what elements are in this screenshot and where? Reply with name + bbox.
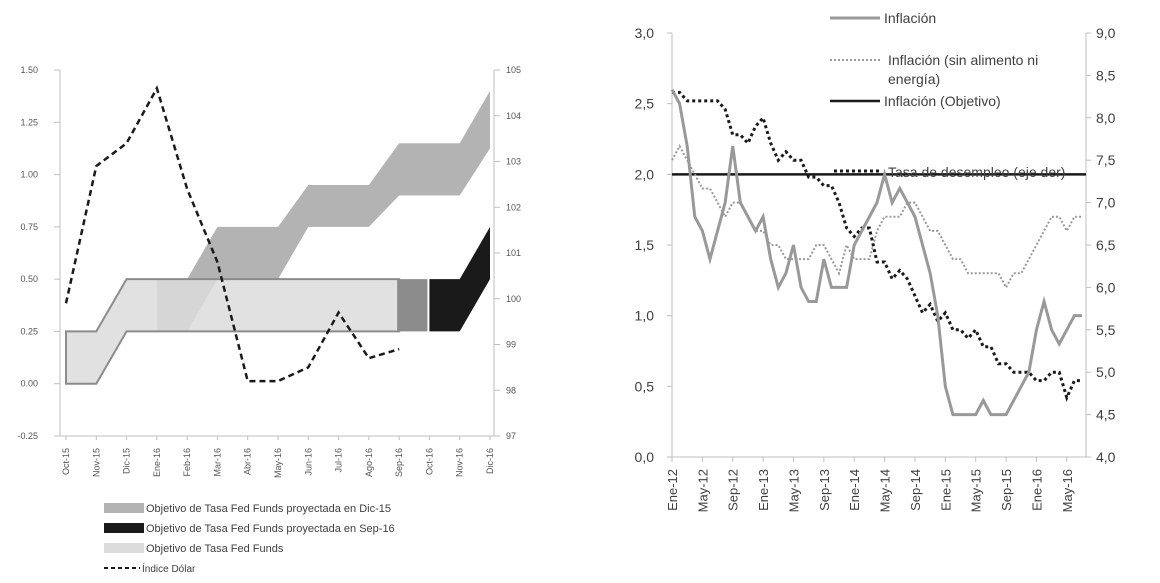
left-y-tick-label: 1,5 bbox=[635, 237, 655, 253]
x-tick-label: Jun-16 bbox=[303, 448, 313, 476]
band-proyectada-dic15 bbox=[156, 90, 490, 332]
x-tick-label: Abr-16 bbox=[243, 448, 253, 475]
right-y-tick-label: 7,5 bbox=[1096, 152, 1116, 168]
x-tick-label: Sep-13 bbox=[817, 469, 832, 511]
left-y-tick-label: 3,0 bbox=[635, 25, 655, 41]
x-tick-label: Oct-16 bbox=[424, 448, 434, 475]
left-y-tick-label: -0.25 bbox=[17, 431, 38, 441]
right-y-tick-label: 105 bbox=[506, 65, 521, 75]
right-y-tick-label: 9,0 bbox=[1096, 25, 1116, 41]
x-tick-label: Sep-12 bbox=[726, 469, 741, 511]
legend-swatch-2 bbox=[104, 543, 144, 553]
right-y-tick-label: 8,5 bbox=[1096, 67, 1116, 83]
legend-label-tasa-desempleo: Tasa de desempleo (eje der) bbox=[888, 164, 1065, 180]
legend-label-inflacion: Inflación bbox=[884, 10, 936, 26]
x-tick-label: May-15 bbox=[969, 469, 984, 512]
legend-label-inflacion-objetivo: Inflación (Objetivo) bbox=[884, 93, 1001, 109]
band-fed-funds bbox=[65, 278, 401, 385]
left-y-tick-label: 0,0 bbox=[635, 449, 655, 465]
right-y-tick-label: 102 bbox=[506, 202, 521, 212]
legend-label-1: Objetivo de Tasa Fed Funds proyectada en… bbox=[146, 523, 395, 535]
x-tick-label: May-13 bbox=[786, 469, 801, 512]
right-y-tick-label: 99 bbox=[506, 340, 516, 350]
right-y-tick-label: 8,0 bbox=[1096, 110, 1116, 126]
x-tick-label: Ene-12 bbox=[665, 469, 680, 511]
x-tick-label: Jul-16 bbox=[334, 448, 344, 473]
x-tick-label: Ene-15 bbox=[938, 469, 953, 511]
left-y-tick-label: 1.50 bbox=[20, 65, 38, 75]
x-tick-label: Ago-16 bbox=[364, 448, 374, 477]
x-tick-label: May-16 bbox=[1060, 469, 1075, 512]
band-proyectada-sep16 bbox=[429, 226, 490, 332]
x-tick-label: Nov-15 bbox=[91, 448, 101, 477]
left-y-tick-label: 0.50 bbox=[20, 274, 38, 284]
series-indice-dolar bbox=[64, 85, 400, 383]
x-tick-label: May-12 bbox=[695, 469, 710, 512]
left-y-tick-label: 1.25 bbox=[20, 117, 38, 127]
legend-label-indice-dolar: Índice Dólar bbox=[142, 562, 196, 575]
x-tick-label: May-14 bbox=[878, 469, 893, 512]
x-tick-label: Sep-15 bbox=[999, 469, 1014, 511]
x-tick-label: Ene-13 bbox=[756, 469, 771, 511]
right-y-tick-label: 4,0 bbox=[1096, 449, 1116, 465]
inflation-unemployment-chart-svg: 0,0 0,5 1,0 1,5 2,0 2,5 3,0 4,0 4,5 5,0 5,5 6,0 6,5 7… bbox=[635, 10, 1116, 512]
legend-label-2: Objetivo de Tasa Fed Funds bbox=[146, 543, 284, 555]
right-y-tick-label: 5,0 bbox=[1096, 364, 1116, 380]
left-y-tick-label: 1,0 bbox=[635, 308, 655, 324]
legend-label-inflacion-subyacente-cont: energía) bbox=[888, 71, 940, 87]
x-tick-label: May-16 bbox=[273, 448, 283, 478]
left-y-tick-label: 2,0 bbox=[635, 166, 655, 182]
series-inflacion bbox=[670, 88, 1082, 417]
right-y-tick-label: 97 bbox=[506, 431, 516, 441]
x-tick-label: Dic-15 bbox=[122, 448, 132, 474]
left-y-tick-label: 0.25 bbox=[20, 326, 38, 336]
right-y-tick-label: 4,5 bbox=[1096, 407, 1116, 423]
left-y-tick-label: 1.00 bbox=[20, 170, 38, 180]
right-y-tick-label: 101 bbox=[506, 248, 521, 258]
left-y-tick-label: 0.00 bbox=[20, 379, 38, 389]
inflation-unemployment-chart: 0,0 0,5 1,0 1,5 2,0 2,5 3,0 4,0 4,5 5,0 5,5 6,0 6,5 7… bbox=[580, 0, 1160, 578]
right-y-tick-label: 6,5 bbox=[1096, 237, 1116, 253]
legend-label-0: Objetivo de Tasa Fed Funds proyectada en… bbox=[146, 503, 391, 515]
fed-funds-chart: -0.25 0.00 0.25 0.50 0.75 1.00 1.25 1.50 97 98 99 1… bbox=[0, 0, 560, 578]
right-y-tick-label: 7,0 bbox=[1096, 195, 1116, 211]
x-tick-label: Sep-16 bbox=[394, 448, 404, 477]
left-y-tick-label: 0,5 bbox=[635, 378, 655, 394]
x-tick-label: Ene-16 bbox=[1029, 469, 1044, 511]
legend-swatch-1 bbox=[104, 523, 144, 533]
fed-funds-chart-svg: -0.25 0.00 0.25 0.50 0.75 1.00 1.25 1.50 97 98 99 1… bbox=[17, 65, 521, 575]
x-tick-label: Feb-16 bbox=[182, 448, 192, 477]
left-y-tick-label: 0.75 bbox=[20, 222, 38, 232]
legend-label-inflacion-subyacente: Inflación (sin alimento ni bbox=[888, 52, 1038, 68]
band-fed-funds-end-block bbox=[397, 279, 428, 332]
x-tick-label: Nov-16 bbox=[455, 448, 465, 477]
right-y-tick-label: 5,5 bbox=[1096, 322, 1116, 338]
series-tasa-desempleo bbox=[672, 90, 1082, 402]
x-tick-label: Sep-14 bbox=[908, 469, 923, 511]
x-tick-label: Dic-16 bbox=[485, 448, 495, 474]
right-y-tick-label: 6,0 bbox=[1096, 279, 1116, 295]
x-tick-label: Oct-15 bbox=[61, 448, 71, 475]
x-tick-label: Ene-14 bbox=[847, 469, 862, 511]
x-tick-label: Mar-16 bbox=[212, 448, 222, 477]
x-tick-label: Ene-16 bbox=[152, 448, 162, 477]
left-y-tick-label: 2,5 bbox=[635, 96, 655, 112]
right-y-tick-label: 103 bbox=[506, 157, 521, 167]
right-y-tick-label: 100 bbox=[506, 294, 521, 304]
legend-swatch-0 bbox=[104, 503, 144, 513]
right-y-tick-label: 104 bbox=[506, 111, 521, 121]
right-y-tick-label: 98 bbox=[506, 385, 516, 395]
